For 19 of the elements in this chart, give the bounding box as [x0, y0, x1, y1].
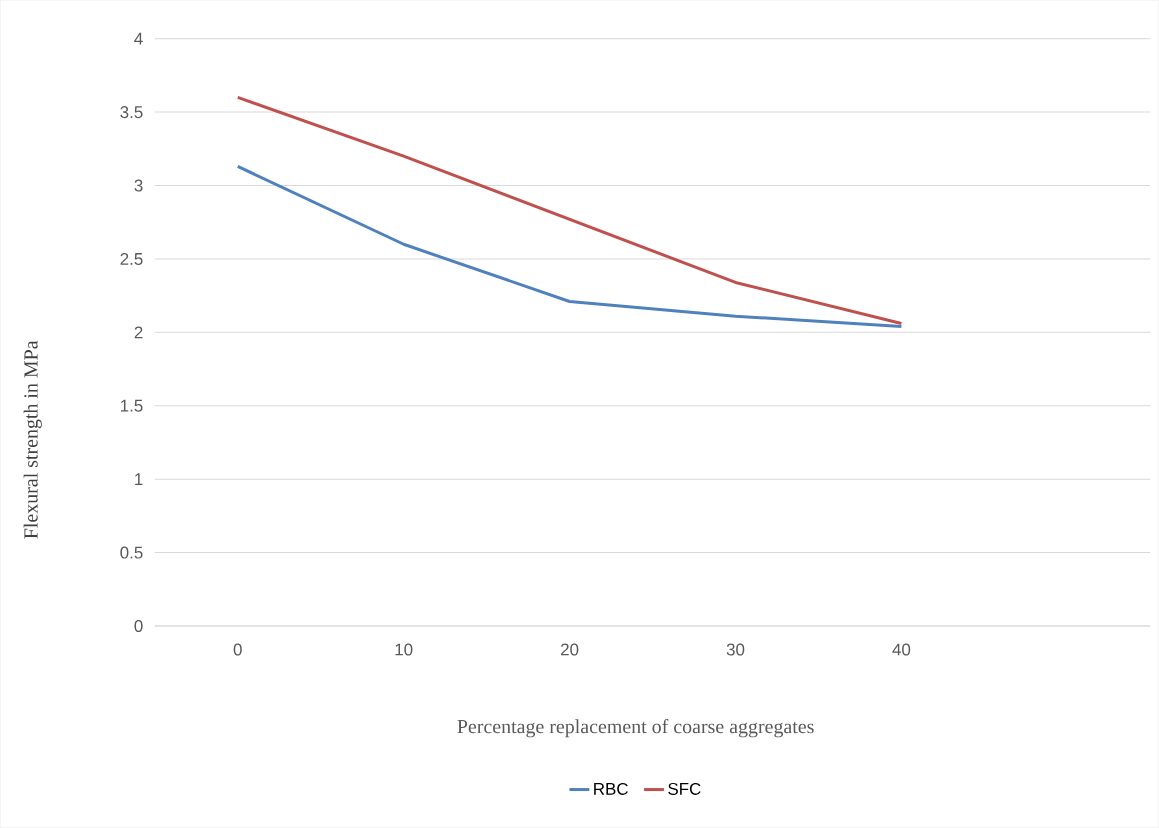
y-axis-title: Flexural strength in MPa: [23, 340, 42, 539]
y-tick-label: 1: [135, 473, 143, 486]
y-tick-label: 0.5: [120, 546, 143, 559]
x-axis-title: Percentage replacement of coarse aggregates: [457, 719, 814, 738]
x-tick-label: 40: [892, 643, 911, 656]
legend-label: SFC: [668, 782, 701, 795]
y-tick-label: 0: [134, 620, 143, 633]
x-tick-label: 10: [395, 643, 413, 656]
y-tick-label: 3.5: [120, 106, 143, 119]
line-series: [236, 165, 903, 329]
y-tick-label: 2.5: [120, 253, 143, 266]
x-tick-label: 30: [726, 643, 745, 656]
y-tick-label: 2: [134, 326, 143, 339]
y-tick-label: 3: [134, 179, 143, 192]
y-tick-label: 4: [134, 32, 143, 45]
x-tick-label: 0: [233, 643, 242, 656]
legend-label: RBC: [594, 782, 628, 795]
y-tick-label: 1.5: [121, 399, 143, 412]
x-tick-label: 20: [561, 643, 579, 656]
